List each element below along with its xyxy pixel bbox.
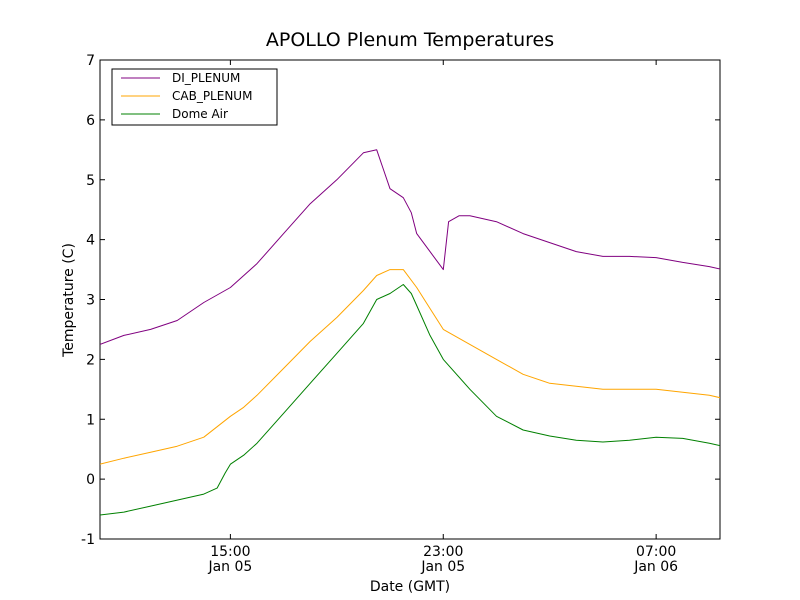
y-tick-label: 6	[86, 113, 95, 129]
x-tick-label-date: Jan 05	[420, 559, 465, 575]
y-tick-label: 1	[86, 412, 95, 428]
y-tick-label: 4	[86, 233, 95, 249]
y-tick-label: 0	[86, 472, 95, 488]
legend-label-cab-plenum: CAB_PLENUM	[172, 89, 252, 103]
legend: DI_PLENUM CAB_PLENUM Dome Air	[111, 68, 278, 126]
x-tick-label-time: 15:00	[210, 544, 250, 560]
y-axis-label: Temperature (C)	[61, 243, 77, 358]
legend-label-dome-air: Dome Air	[172, 107, 228, 121]
x-tick-label-time: 07:00	[636, 544, 676, 560]
chart-title: APOLLO Plenum Temperatures	[266, 29, 554, 51]
x-axis-label: Date (GMT)	[370, 579, 450, 595]
x-tick-label-date: Jan 05	[207, 559, 252, 575]
x-tick-label-time: 23:00	[423, 544, 463, 560]
y-tick-label: 3	[86, 293, 95, 309]
y-tick-label: 2	[86, 352, 95, 368]
y-tick-label: 5	[86, 173, 95, 189]
y-tick-label: 7	[86, 53, 95, 69]
series-line-di-plenum	[100, 149, 720, 345]
y-tick-label: -1	[81, 532, 95, 548]
series-line-cab-plenum	[100, 269, 720, 465]
series-line-dome-air	[100, 284, 720, 516]
x-tick-label-date: Jan 06	[633, 559, 678, 575]
legend-label-di-plenum: DI_PLENUM	[172, 71, 240, 85]
series-layer	[100, 149, 720, 516]
